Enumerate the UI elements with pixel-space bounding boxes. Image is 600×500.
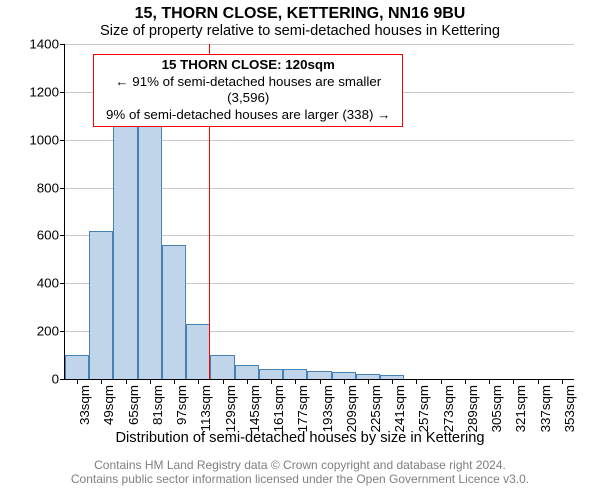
footer-line-1: Contains HM Land Registry data © Crown c… (0, 458, 600, 472)
x-tick-label: 353sqm (562, 385, 577, 432)
x-tick-label: 97sqm (174, 385, 189, 425)
annotation-line-1: 15 THORN CLOSE: 120sqm (100, 57, 396, 74)
y-tick (60, 235, 65, 236)
x-tick (101, 379, 102, 384)
y-tick-label: 0 (52, 372, 59, 387)
x-tick-label: 161sqm (271, 385, 286, 432)
y-tick (60, 92, 65, 93)
y-tick (60, 379, 65, 380)
histogram-bar (332, 372, 356, 379)
x-tick-label: 321sqm (513, 385, 528, 432)
y-tick-label: 600 (37, 228, 59, 243)
x-tick (392, 379, 393, 384)
x-tick-label: 49sqm (101, 385, 116, 425)
x-tick-label: 225sqm (368, 385, 383, 432)
x-tick-label: 65sqm (126, 385, 141, 425)
x-tick (416, 379, 417, 384)
histogram-bar (89, 231, 113, 379)
x-tick-label: 193sqm (320, 385, 335, 432)
y-tick (60, 44, 65, 45)
x-tick-label: 241sqm (392, 385, 407, 432)
x-tick-label: 273sqm (441, 385, 456, 432)
histogram-bar (259, 369, 283, 379)
x-tick (368, 379, 369, 384)
x-tick (223, 379, 224, 384)
x-tick (562, 379, 563, 384)
histogram-bar (235, 365, 259, 379)
y-tick (60, 188, 65, 189)
histogram-bar (138, 111, 162, 379)
x-tick (126, 379, 127, 384)
x-tick (344, 379, 345, 384)
footer-attribution: Contains HM Land Registry data © Crown c… (0, 458, 600, 487)
gridline (65, 44, 574, 45)
x-tick-label: 177sqm (295, 385, 310, 432)
x-tick (271, 379, 272, 384)
x-tick (198, 379, 199, 384)
chart-subtitle: Size of property relative to semi-detach… (0, 23, 600, 39)
footer-line-2: Contains public sector information licen… (0, 472, 600, 486)
y-tick (60, 283, 65, 284)
x-tick-label: 289sqm (465, 385, 480, 432)
x-tick (489, 379, 490, 384)
x-tick-label: 305sqm (489, 385, 504, 432)
histogram-bar (283, 369, 307, 379)
x-tick (320, 379, 321, 384)
x-tick (295, 379, 296, 384)
histogram-bar (162, 245, 186, 379)
y-tick-label: 800 (37, 180, 59, 195)
x-tick (174, 379, 175, 384)
x-tick (465, 379, 466, 384)
x-tick (150, 379, 151, 384)
chart-title: 15, THORN CLOSE, KETTERING, NN16 9BU (0, 5, 600, 23)
x-tick-label: 145sqm (247, 385, 262, 432)
x-tick (538, 379, 539, 384)
x-tick-label: 257sqm (416, 385, 431, 432)
x-tick-label: 337sqm (538, 385, 553, 432)
annotation-box: 15 THORN CLOSE: 120sqm← 91% of semi-deta… (93, 54, 403, 127)
y-tick (60, 331, 65, 332)
y-tick-label: 200 (37, 324, 59, 339)
histogram-bar (210, 355, 234, 379)
x-tick-label: 33sqm (77, 385, 92, 425)
annotation-line-3: 9% of semi-detached houses are larger (3… (100, 107, 396, 124)
y-tick-label: 400 (37, 276, 59, 291)
annotation-line-2: ← 91% of semi-detached houses are smalle… (100, 74, 396, 107)
histogram-bar (186, 324, 210, 379)
plot-area: 020040060080010001200140033sqm49sqm65sqm… (64, 44, 574, 380)
x-tick (247, 379, 248, 384)
histogram-bar (65, 355, 89, 379)
x-tick (441, 379, 442, 384)
y-tick-label: 1400 (29, 37, 59, 52)
x-axis-label: Distribution of semi-detached houses by … (0, 430, 600, 446)
x-tick-label: 129sqm (223, 385, 238, 432)
x-tick (513, 379, 514, 384)
x-tick-label: 113sqm (198, 385, 213, 431)
y-tick (60, 140, 65, 141)
x-tick (77, 379, 78, 384)
histogram-bar (307, 371, 331, 379)
y-tick-label: 1200 (29, 84, 59, 99)
y-tick-label: 1000 (29, 132, 59, 147)
histogram-bar (113, 111, 137, 379)
x-tick-label: 81sqm (150, 385, 165, 425)
x-tick-label: 209sqm (344, 385, 359, 432)
